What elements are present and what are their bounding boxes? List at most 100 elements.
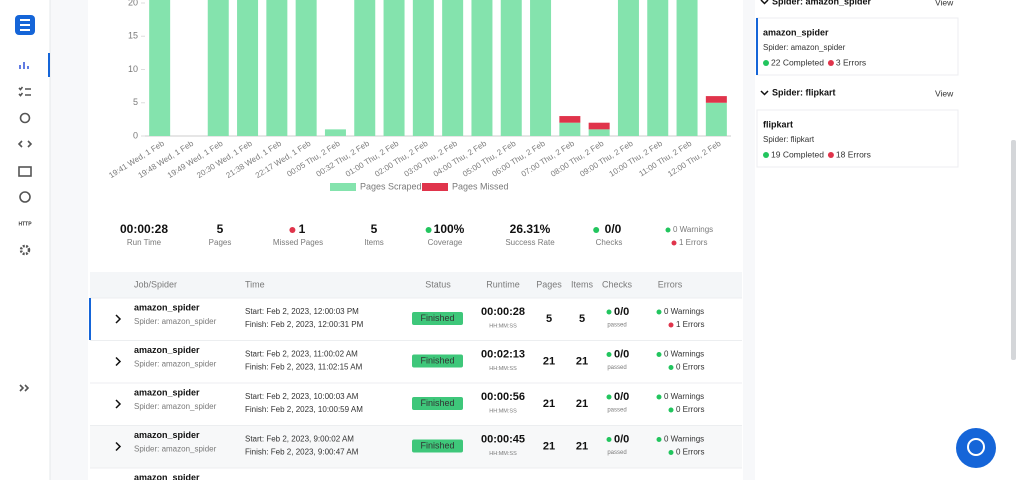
runtime: 00:02:13: [481, 348, 525, 360]
column-header[interactable]: Errors: [658, 279, 683, 289]
job-start: Start: Feb 2, 2023, 12:00:03 PM: [245, 307, 359, 316]
dot: [668, 450, 674, 455]
row-expand[interactable]: [115, 356, 122, 367]
nav-settings[interactable]: [19, 244, 31, 256]
nav-jobs[interactable]: [18, 86, 31, 97]
dot: [763, 152, 769, 158]
stat-dot: [289, 227, 296, 233]
card-errors: 3 Errors: [836, 57, 866, 67]
bar-segment: [295, 0, 317, 136]
stat-label: Items: [364, 238, 384, 247]
column-header[interactable]: Runtime: [486, 279, 520, 289]
nav-clock[interactable]: [19, 112, 31, 124]
warnings: 0 Warnings: [664, 350, 704, 359]
job-finish: Finish: Feb 2, 2023, 11:02:15 AM: [245, 363, 363, 372]
column-header[interactable]: Items: [571, 279, 594, 289]
job-spider: Spider: amazon_spider: [134, 445, 217, 454]
dot: [827, 152, 834, 158]
stat-value: 5: [217, 222, 224, 236]
card-spider: Spider: flipkart: [763, 135, 815, 144]
status-text: Finished: [420, 398, 454, 408]
status-text: Finished: [420, 313, 454, 323]
legend-label[interactable]: Pages Scraped: [360, 181, 422, 191]
nav-globe[interactable]: [19, 191, 31, 203]
runtime: 00:00:28: [481, 306, 525, 318]
stat-value: 0/0: [605, 222, 622, 236]
legend-label[interactable]: Pages Missed: [452, 181, 509, 191]
stat-warnings: 0 Warnings: [673, 225, 713, 234]
dot: [668, 407, 674, 413]
stat-label: Checks: [596, 238, 623, 247]
card-selected: [756, 18, 758, 75]
active-indicator: [48, 53, 50, 77]
row-expand[interactable]: [115, 441, 122, 452]
row-expand[interactable]: [115, 314, 122, 324]
column-header[interactable]: Time: [245, 279, 265, 289]
job-name[interactable]: amazon_spider: [134, 472, 200, 480]
row-expand[interactable]: [115, 399, 122, 409]
group-toggle[interactable]: [760, 90, 769, 96]
checks-note: passed: [607, 323, 626, 329]
dot: [668, 365, 674, 370]
stat-value: 00:00:28: [120, 222, 168, 236]
stat-dot: [593, 227, 600, 233]
logo[interactable]: [15, 15, 35, 35]
job-finish: Finish: Feb 2, 2023, 10:00:59 AM: [245, 405, 363, 414]
errors: 0 Errors: [676, 363, 704, 372]
job-start: Start: Feb 2, 2023, 9:00:02 AM: [245, 435, 354, 444]
job-name[interactable]: amazon_spider: [134, 430, 200, 440]
dot: [606, 309, 612, 315]
job-finish: Finish: Feb 2, 2023, 9:00:47 AM: [245, 448, 359, 457]
view-link[interactable]: View: [935, 88, 954, 98]
legend-swatch: [422, 183, 448, 191]
nav-stats[interactable]: [19, 62, 29, 69]
pages: 21: [543, 440, 555, 452]
nav-icons[interactable]: [17, 62, 33, 392]
column-header[interactable]: Job/Spider: [134, 279, 177, 289]
pages: 21: [543, 398, 555, 410]
dot: [665, 227, 671, 233]
runtime-unit: HH:MM:SS: [489, 451, 517, 457]
y-tick-label: 20: [128, 0, 138, 7]
bar-segment: [500, 0, 522, 136]
nav-expand[interactable]: [19, 384, 30, 392]
group-toggle[interactable]: [760, 0, 769, 5]
y-tick-label: 0: [133, 130, 138, 140]
stat-label: Pages: [209, 238, 232, 247]
column-header[interactable]: Status: [425, 279, 451, 289]
nav-code[interactable]: [17, 140, 33, 148]
dot: [827, 60, 834, 66]
runtime-unit: HH:MM:SS: [489, 323, 517, 329]
bar-segment: [559, 122, 581, 136]
status-badge: [412, 397, 463, 410]
card-completed: 19 Completed: [771, 149, 824, 159]
dot: [606, 352, 612, 357]
job-name[interactable]: amazon_spider: [134, 345, 200, 355]
card-name: flipkart: [763, 119, 793, 129]
bar-segment: [530, 0, 552, 136]
job-spider: Spider: amazon_spider: [134, 360, 217, 369]
column-header[interactable]: Checks: [602, 279, 633, 289]
job-name[interactable]: amazon_spider: [134, 387, 200, 397]
card-name: amazon_spider: [763, 27, 829, 37]
items: 21: [576, 355, 588, 367]
scrollbar[interactable]: [1011, 140, 1016, 360]
nav-server[interactable]: [18, 166, 32, 177]
stat-dot: [425, 227, 432, 233]
column-header[interactable]: Pages: [536, 279, 562, 289]
warnings: 0 Warnings: [664, 392, 704, 401]
stat-value: 1: [299, 222, 306, 236]
spider-card[interactable]: [756, 109, 959, 168]
view-link[interactable]: View: [935, 0, 954, 7]
row-selected: [89, 298, 91, 340]
job-name[interactable]: amazon_spider: [134, 302, 200, 312]
card-spider: Spider: amazon_spider: [763, 43, 846, 52]
y-tick-label: 15: [128, 31, 138, 41]
bar-segment: [617, 0, 639, 136]
dot: [656, 394, 662, 400]
chat-button[interactable]: [956, 428, 996, 468]
job-start: Start: Feb 2, 2023, 10:00:03 AM: [245, 392, 359, 401]
nav-http[interactable]: HTTP: [18, 221, 32, 227]
